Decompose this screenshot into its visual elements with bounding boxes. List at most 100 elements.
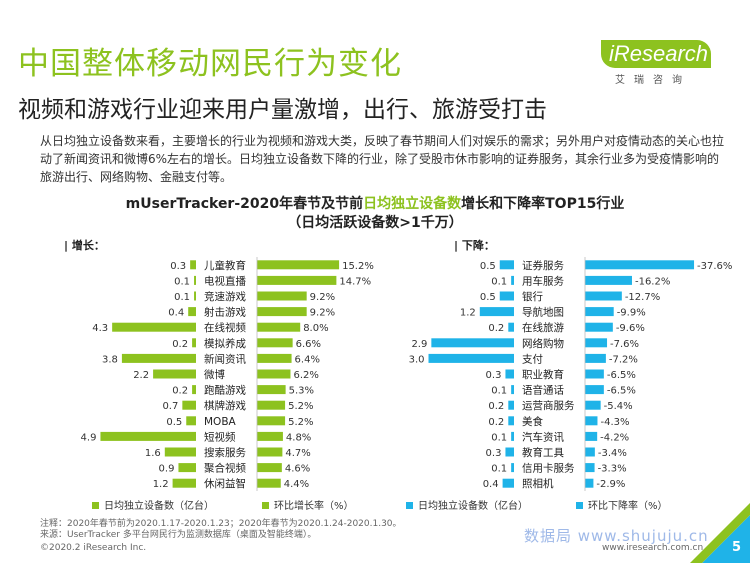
growth-device-label: 0.1 [174, 292, 190, 303]
growth-device-label: 0.9 [159, 464, 175, 475]
growth-category-label: 棋牌游戏 [204, 399, 246, 412]
growth-rate-bar [257, 322, 301, 332]
decline-rate-bar [585, 416, 598, 426]
decline-device-bar [511, 431, 514, 441]
decline-device-label: 0.3 [486, 370, 502, 381]
decline-category-label: 汽车资讯 [522, 430, 564, 443]
notes: 注释：2020年春节前为2020.1.17-2020.1.23；2020年春节为… [40, 519, 402, 541]
growth-rate-bar [257, 369, 291, 379]
growth-rate-bar [257, 478, 281, 488]
decline-rate-bar [585, 260, 695, 270]
decline-rate-label: -6.5% [607, 386, 636, 397]
growth-device-bar [100, 431, 196, 441]
growth-rate-bar [257, 291, 307, 301]
decline-device-label: 0.1 [491, 386, 507, 397]
chart-title-prefix: mUserTracker-2020年春节及节前 [125, 196, 364, 212]
decline-rate-label: -7.6% [610, 339, 639, 350]
page-subtitle: 视频和游戏行业迎来用户量激增，出行、旅游受打击 [18, 97, 547, 123]
decline-device-bar [508, 400, 514, 410]
growth-rate-bar [257, 260, 340, 270]
corner-triangle-green [690, 503, 750, 563]
growth-rate-bar [257, 447, 283, 457]
growth-device-label: 4.3 [92, 323, 108, 334]
growth-rate-label: 9.2% [310, 308, 335, 319]
decline-device-label: 2.9 [411, 339, 427, 350]
decline-category-label: 照相机 [522, 477, 554, 490]
decline-rate-label: -9.6% [616, 323, 645, 334]
decline-rate-bar [585, 400, 601, 410]
growth-category-label: MOBA [204, 416, 237, 428]
footer-url[interactable]: www.iresearch.com.cn [602, 543, 704, 553]
decline-rate-label: -7.2% [609, 354, 638, 365]
decline-section-label: | 下降： [454, 238, 495, 252]
decline-rate-label: -9.9% [617, 308, 646, 319]
decline-rate-bar [585, 431, 598, 441]
growth-rate-label: 4.7% [285, 448, 310, 459]
growth-rate-label: 6.4% [295, 354, 320, 365]
decline-device-label: 0.2 [488, 401, 504, 412]
decline-device-label: 1.2 [460, 308, 476, 319]
decline-rate-label: -4.3% [600, 417, 629, 428]
growth-rate-label: 5.2% [288, 417, 313, 428]
growth-device-label: 1.6 [145, 448, 161, 459]
decline-category-label: 银行 [522, 290, 543, 303]
growth-rate-label: 4.4% [284, 479, 309, 490]
growth-rate-label: 5.3% [289, 386, 314, 397]
logo-main-text: iResearch [601, 40, 711, 68]
growth-rate-label: 5.2% [288, 401, 313, 412]
growth-device-label: 0.2 [172, 339, 188, 350]
decline-category-label: 教育工具 [522, 446, 564, 459]
growth-rate-bar [257, 463, 282, 473]
decline-category-label: 美食 [522, 415, 543, 428]
decline-device-bar [499, 260, 514, 270]
growth-device-label: 3.8 [102, 354, 118, 365]
decline-legend-label-device: 日均独立设备数（亿台） [418, 499, 528, 512]
decline-category-label: 职业教育 [522, 368, 564, 381]
growth-rate-bar [257, 338, 293, 348]
growth-rate-label: 4.6% [285, 464, 310, 475]
decline-device-label: 3.0 [409, 354, 425, 365]
decline-device-label: 0.1 [491, 432, 507, 443]
decline-rate-bar [585, 447, 595, 457]
decline-device-label: 0.1 [491, 464, 507, 475]
decline-device-bar [502, 478, 514, 488]
chart-title-line1: mUserTracker-2020年春节及节前日均独立设备数增长和下降率TOP1… [0, 195, 750, 214]
decline-rate-label: -5.4% [604, 401, 633, 412]
growth-category-label: 跑酷游戏 [204, 384, 246, 397]
growth-rate-bar [257, 400, 286, 410]
decline-device-bar [479, 307, 514, 317]
growth-section-label: | 增长： [64, 238, 105, 252]
decline-rate-label: -16.2% [635, 276, 670, 287]
growth-rate-label: 15.2% [342, 261, 374, 272]
decline-device-bar [505, 447, 514, 457]
decline-rate-bar [585, 291, 622, 301]
decline-category-label: 运营商服务 [522, 399, 575, 412]
iresearch-logo: iResearch 艾瑞咨询 [601, 40, 711, 86]
growth-device-label: 0.4 [168, 308, 184, 319]
growth-rate-bar [257, 307, 307, 317]
page-number: 5 [732, 540, 742, 555]
growth-rate-label: 8.0% [303, 323, 328, 334]
decline-device-bar [508, 322, 514, 332]
intro-paragraph: 从日均独立设备数来看，主要增长的行业为视频和游戏大类，反映了春节期间人们对娱乐的… [40, 134, 725, 184]
growth-device-bar [188, 307, 196, 317]
growth-category-label: 微博 [204, 368, 225, 381]
growth-device-label: 0.3 [170, 261, 186, 272]
decline-rate-bar [585, 307, 614, 317]
decline-rate-bar [585, 463, 595, 473]
decline-device-label: 0.1 [491, 276, 507, 287]
decline-rate-bar [585, 338, 608, 348]
growth-device-label: 0.1 [174, 276, 190, 287]
decline-legend-label-rate: 环比下降率（%） [588, 499, 668, 512]
growth-device-label: 0.5 [166, 417, 182, 428]
decline-rate-bar [585, 353, 606, 363]
watermark: 数据局 www.shujuju.cn [524, 527, 709, 545]
decline-rate-bar [585, 275, 632, 285]
decline-device-bar [508, 416, 514, 426]
growth-category-label: 射击游戏 [204, 306, 246, 319]
note-line-2: 来源：UserTracker 多平台网民行为监测数据库（桌面及智能终端）。 [40, 530, 317, 540]
growth-device-bar [172, 478, 196, 488]
decline-category-label: 信用卡服务 [522, 462, 575, 475]
